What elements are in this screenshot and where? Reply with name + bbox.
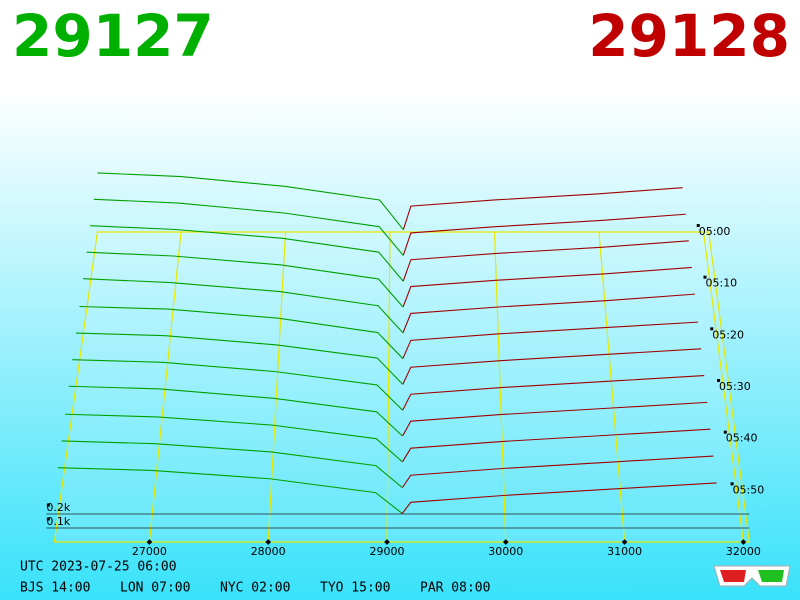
time-tick-label: 05:30: [719, 380, 751, 393]
price-tick-label: 29000: [370, 545, 405, 558]
time-tick-marker: [703, 275, 707, 279]
price-tick-marker: [146, 539, 153, 545]
price-tick-label: 27000: [132, 545, 167, 558]
glasses-red-lens: [720, 570, 746, 582]
ask-depth-line: [402, 240, 689, 282]
price-grid-line: [598, 231, 626, 543]
zone-time: NYC 02:00: [220, 581, 290, 596]
time-tick-marker: [723, 430, 727, 434]
ask-depth-line: [401, 455, 714, 488]
3d-glasses-icon: [713, 565, 791, 587]
ask-depth-line: [402, 428, 711, 463]
bid-depth-line: [79, 305, 404, 359]
ask-depth-line: [402, 213, 686, 256]
time-tick-label: 05:00: [699, 225, 731, 238]
bid-depth-line: [57, 467, 403, 514]
ask-depth-line: [402, 293, 695, 333]
ask-depth-line: [402, 375, 705, 411]
ask-depth-line: [401, 482, 717, 514]
bid-price: 29127: [12, 2, 214, 70]
price-tick-label: 28000: [251, 545, 286, 558]
bid-depth-line: [75, 332, 404, 385]
time-tick-marker: [710, 327, 714, 331]
time-tick-marker: [696, 224, 700, 227]
plot: 27000 28000 29000 30000 31000 32000 0.2k0.1k 05…: [46, 172, 765, 558]
time-tick-marker: [730, 482, 734, 486]
glasses-green-lens: [758, 570, 784, 582]
depth-tick-label: 0.2k: [46, 501, 70, 514]
price-tick-marker: [621, 539, 628, 545]
floor-plane: [53, 231, 751, 543]
price-grid-line: [267, 231, 287, 543]
price-tick-label: 32000: [726, 545, 761, 558]
bid-depth-line: [83, 278, 404, 334]
price-tick-marker: [502, 539, 509, 545]
zone-time: LON 07:00: [120, 581, 190, 596]
ask-depth-line: [402, 266, 692, 308]
price-tick-marker: [384, 539, 390, 545]
price-grid-line: [148, 231, 182, 543]
price-grid-line: [493, 231, 507, 543]
price-grid-line: [386, 231, 391, 543]
ask-depth-line: [402, 321, 699, 359]
bid-depth-line: [93, 198, 404, 256]
bid-depth-line: [65, 413, 403, 463]
depth-tick-marker: [46, 503, 50, 507]
bid-depth-line: [97, 172, 404, 230]
bid-depth-line: [90, 225, 404, 282]
price-grid-line: [702, 231, 744, 543]
time-zones: BJS 14:00 LON 07:00 NYC 02:00 TYO 15:00 PAR …: [20, 581, 490, 596]
time-tick-marker: [717, 379, 721, 382]
zone-time: PAR 08:00: [420, 581, 490, 596]
ask-depth-line: [402, 348, 702, 385]
bid-depth-line: [72, 359, 403, 411]
time-tick-label: 05:40: [726, 432, 758, 445]
price-tick-label: 30000: [488, 545, 523, 558]
price-tick-label: 31000: [607, 545, 642, 558]
bid-depth-line: [86, 251, 404, 308]
ask-price: 29128: [588, 2, 790, 70]
zone-time: TYO 15:00: [320, 581, 390, 596]
time-tick-label: 05:10: [705, 277, 737, 290]
bid-depth-line: [61, 440, 403, 489]
utc-time: UTC 2023-07-25 06:00: [20, 560, 177, 575]
price-tick-marker: [740, 539, 747, 545]
ask-depth-line: [402, 187, 683, 230]
depth-tick-label: 0.1k: [46, 515, 70, 528]
bid-depth-line: [68, 385, 403, 437]
price-tick-marker: [265, 539, 272, 545]
time-tick-label: 05:20: [712, 328, 744, 341]
zone-time: BJS 14:00: [20, 581, 90, 596]
depth-tick-marker: [46, 517, 50, 521]
ask-depth-line: [402, 401, 708, 437]
time-tick-label: 05:50: [733, 483, 765, 496]
